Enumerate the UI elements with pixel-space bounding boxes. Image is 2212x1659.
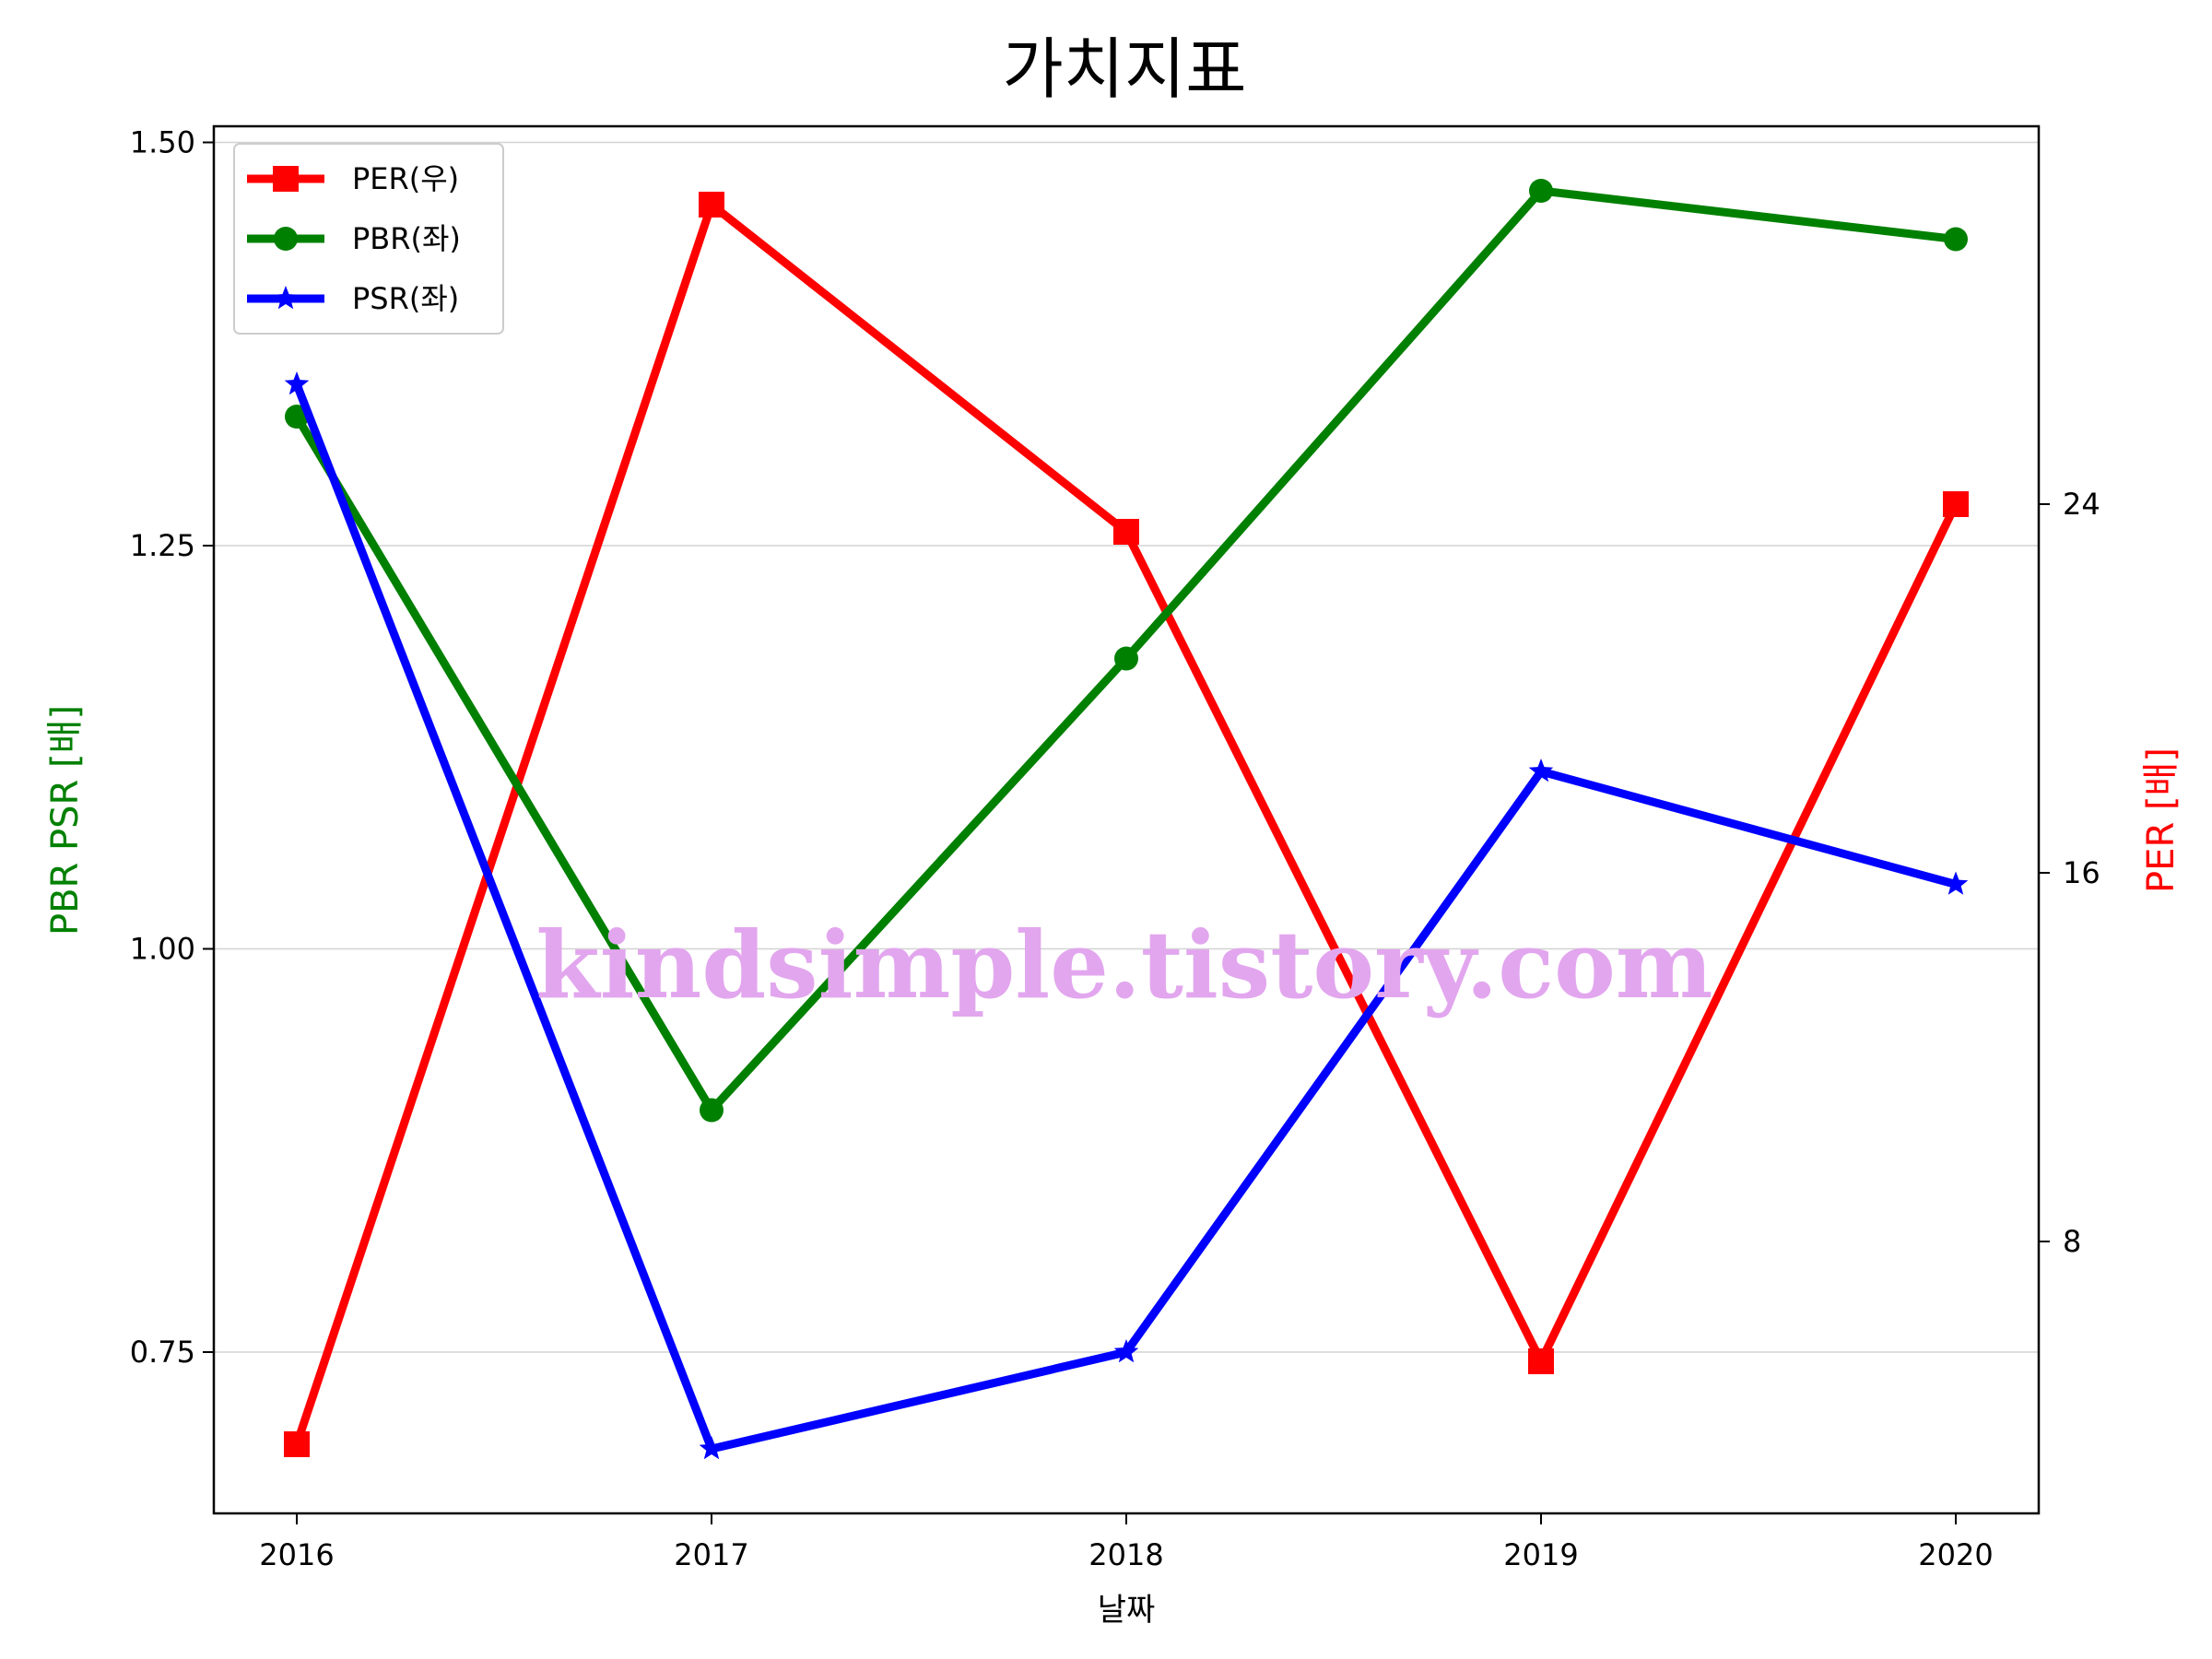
data-point-0-0 (284, 1431, 310, 1457)
data-point-0-3 (1528, 1348, 1554, 1374)
data-point-1-1 (700, 1098, 724, 1123)
series-0 (284, 192, 1969, 1457)
legend-label-2: PSR(좌) (352, 281, 459, 316)
left-tick-label-2: 1.25 (130, 528, 195, 563)
x-tick-label-2: 2018 (1088, 1537, 1163, 1572)
data-point-2-2 (1113, 1339, 1139, 1363)
left-tick-label-0: 0.75 (130, 1335, 195, 1370)
data-point-0-4 (1943, 491, 1969, 517)
series-2 (284, 371, 1969, 1460)
left-tick-label-3: 1.50 (130, 125, 195, 160)
x-axis-label: 날짜 (1098, 1592, 1156, 1629)
right-tick-label-2: 24 (2063, 487, 2100, 522)
right-y-axis-label: PER [배] (2140, 747, 2183, 893)
series-layer (284, 179, 1969, 1460)
data-point-0-2 (1113, 519, 1139, 545)
legend-label-1: PBR(좌) (352, 221, 461, 256)
chart-title: 가치지표 (1003, 30, 1247, 108)
axes-layer: 0.75 1.00 1.25 1.50 8 16 24 2016 2017 2018 2019 202… (130, 125, 2100, 1573)
data-point-1-3 (1529, 179, 1553, 203)
left-tick-label-1: 1.00 (130, 932, 195, 967)
x-tick-label-0: 2016 (259, 1537, 334, 1572)
data-point-0-1 (699, 192, 724, 218)
data-point-1-2 (1114, 646, 1138, 671)
x-tick-label-4: 2020 (1918, 1537, 1993, 1572)
data-point-1-4 (1944, 227, 1968, 252)
legend-marker-0 (273, 166, 299, 192)
legend-box (233, 143, 504, 335)
data-point-2-1 (699, 1436, 724, 1460)
legend-label-0: PER(우) (352, 161, 459, 196)
legend-marker-2 (273, 286, 299, 310)
x-tick-label-3: 2019 (1503, 1537, 1578, 1572)
legend-marker-1 (274, 227, 298, 251)
right-tick-label-1: 16 (2063, 855, 2100, 890)
data-point-2-0 (284, 371, 310, 395)
legend: PER(우) PBR(좌) PSR(좌) (233, 143, 504, 335)
data-point-2-4 (1943, 871, 1969, 895)
left-y-axis-label: PBR PSR [배] (44, 705, 87, 935)
series-line-0 (292, 197, 1960, 1446)
right-tick-label-0: 8 (2063, 1224, 2081, 1259)
data-point-2-3 (1528, 759, 1554, 782)
watermark-text: kindsimple.tistory.com (535, 911, 1712, 1019)
x-tick-label-1: 2017 (674, 1537, 748, 1572)
